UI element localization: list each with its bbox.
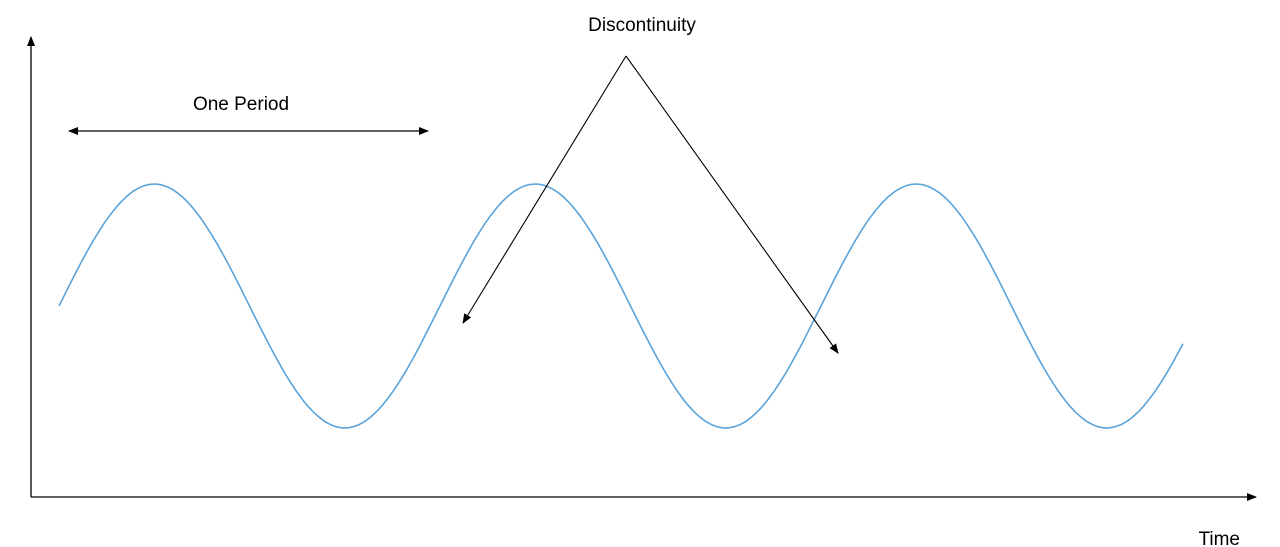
one-period-label: One Period	[193, 94, 289, 115]
discontinuity-arrow-left	[462, 55, 627, 324]
discontinuity-arrow-right	[625, 55, 839, 354]
discontinuity-label: Discontinuity	[588, 15, 696, 36]
periodic-waveform	[58, 183, 1184, 429]
x-axis-label: Time	[1198, 529, 1240, 547]
